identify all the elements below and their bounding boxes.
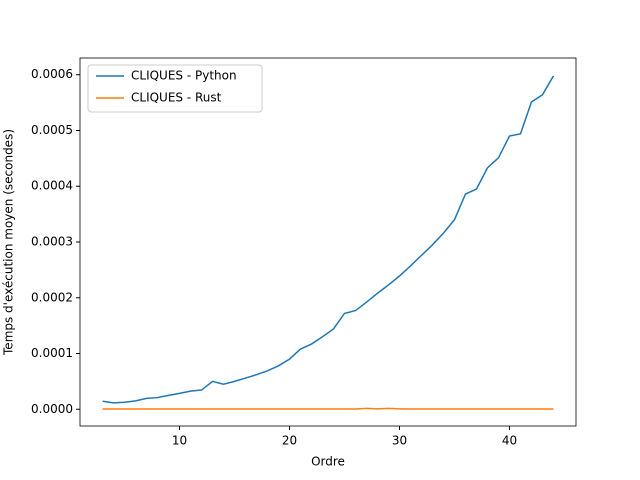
y-axis-label: Temps d'exécution moyen (secondes) bbox=[2, 129, 16, 356]
y-tick-label: 0.0002 bbox=[31, 290, 73, 304]
legend-label: CLIQUES - Rust bbox=[131, 91, 222, 105]
x-tick-label: 10 bbox=[172, 434, 187, 448]
x-axis-label: Ordre bbox=[311, 455, 345, 469]
y-tick-label: 0.0005 bbox=[31, 123, 73, 137]
y-tick-label: 0.0004 bbox=[31, 179, 73, 193]
y-tick-label: 0.0006 bbox=[31, 67, 73, 81]
x-tick-label: 20 bbox=[282, 434, 297, 448]
y-tick-label: 0.0001 bbox=[31, 346, 73, 360]
data-line bbox=[102, 75, 555, 404]
plot-frame bbox=[79, 57, 577, 427]
y-tick-label: 0.0000 bbox=[31, 402, 73, 416]
x-tick-label: 30 bbox=[392, 434, 407, 448]
legend-box bbox=[87, 64, 263, 113]
x-tick-label: 40 bbox=[502, 434, 517, 448]
legend-label: CLIQUES - Python bbox=[131, 69, 237, 83]
data-line bbox=[102, 407, 554, 410]
y-tick-label: 0.0003 bbox=[31, 235, 73, 249]
